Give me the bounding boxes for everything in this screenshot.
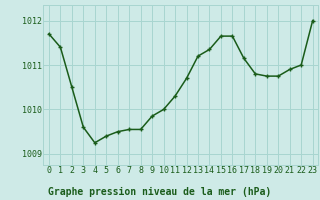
Text: Graphe pression niveau de la mer (hPa): Graphe pression niveau de la mer (hPa) <box>48 187 272 197</box>
